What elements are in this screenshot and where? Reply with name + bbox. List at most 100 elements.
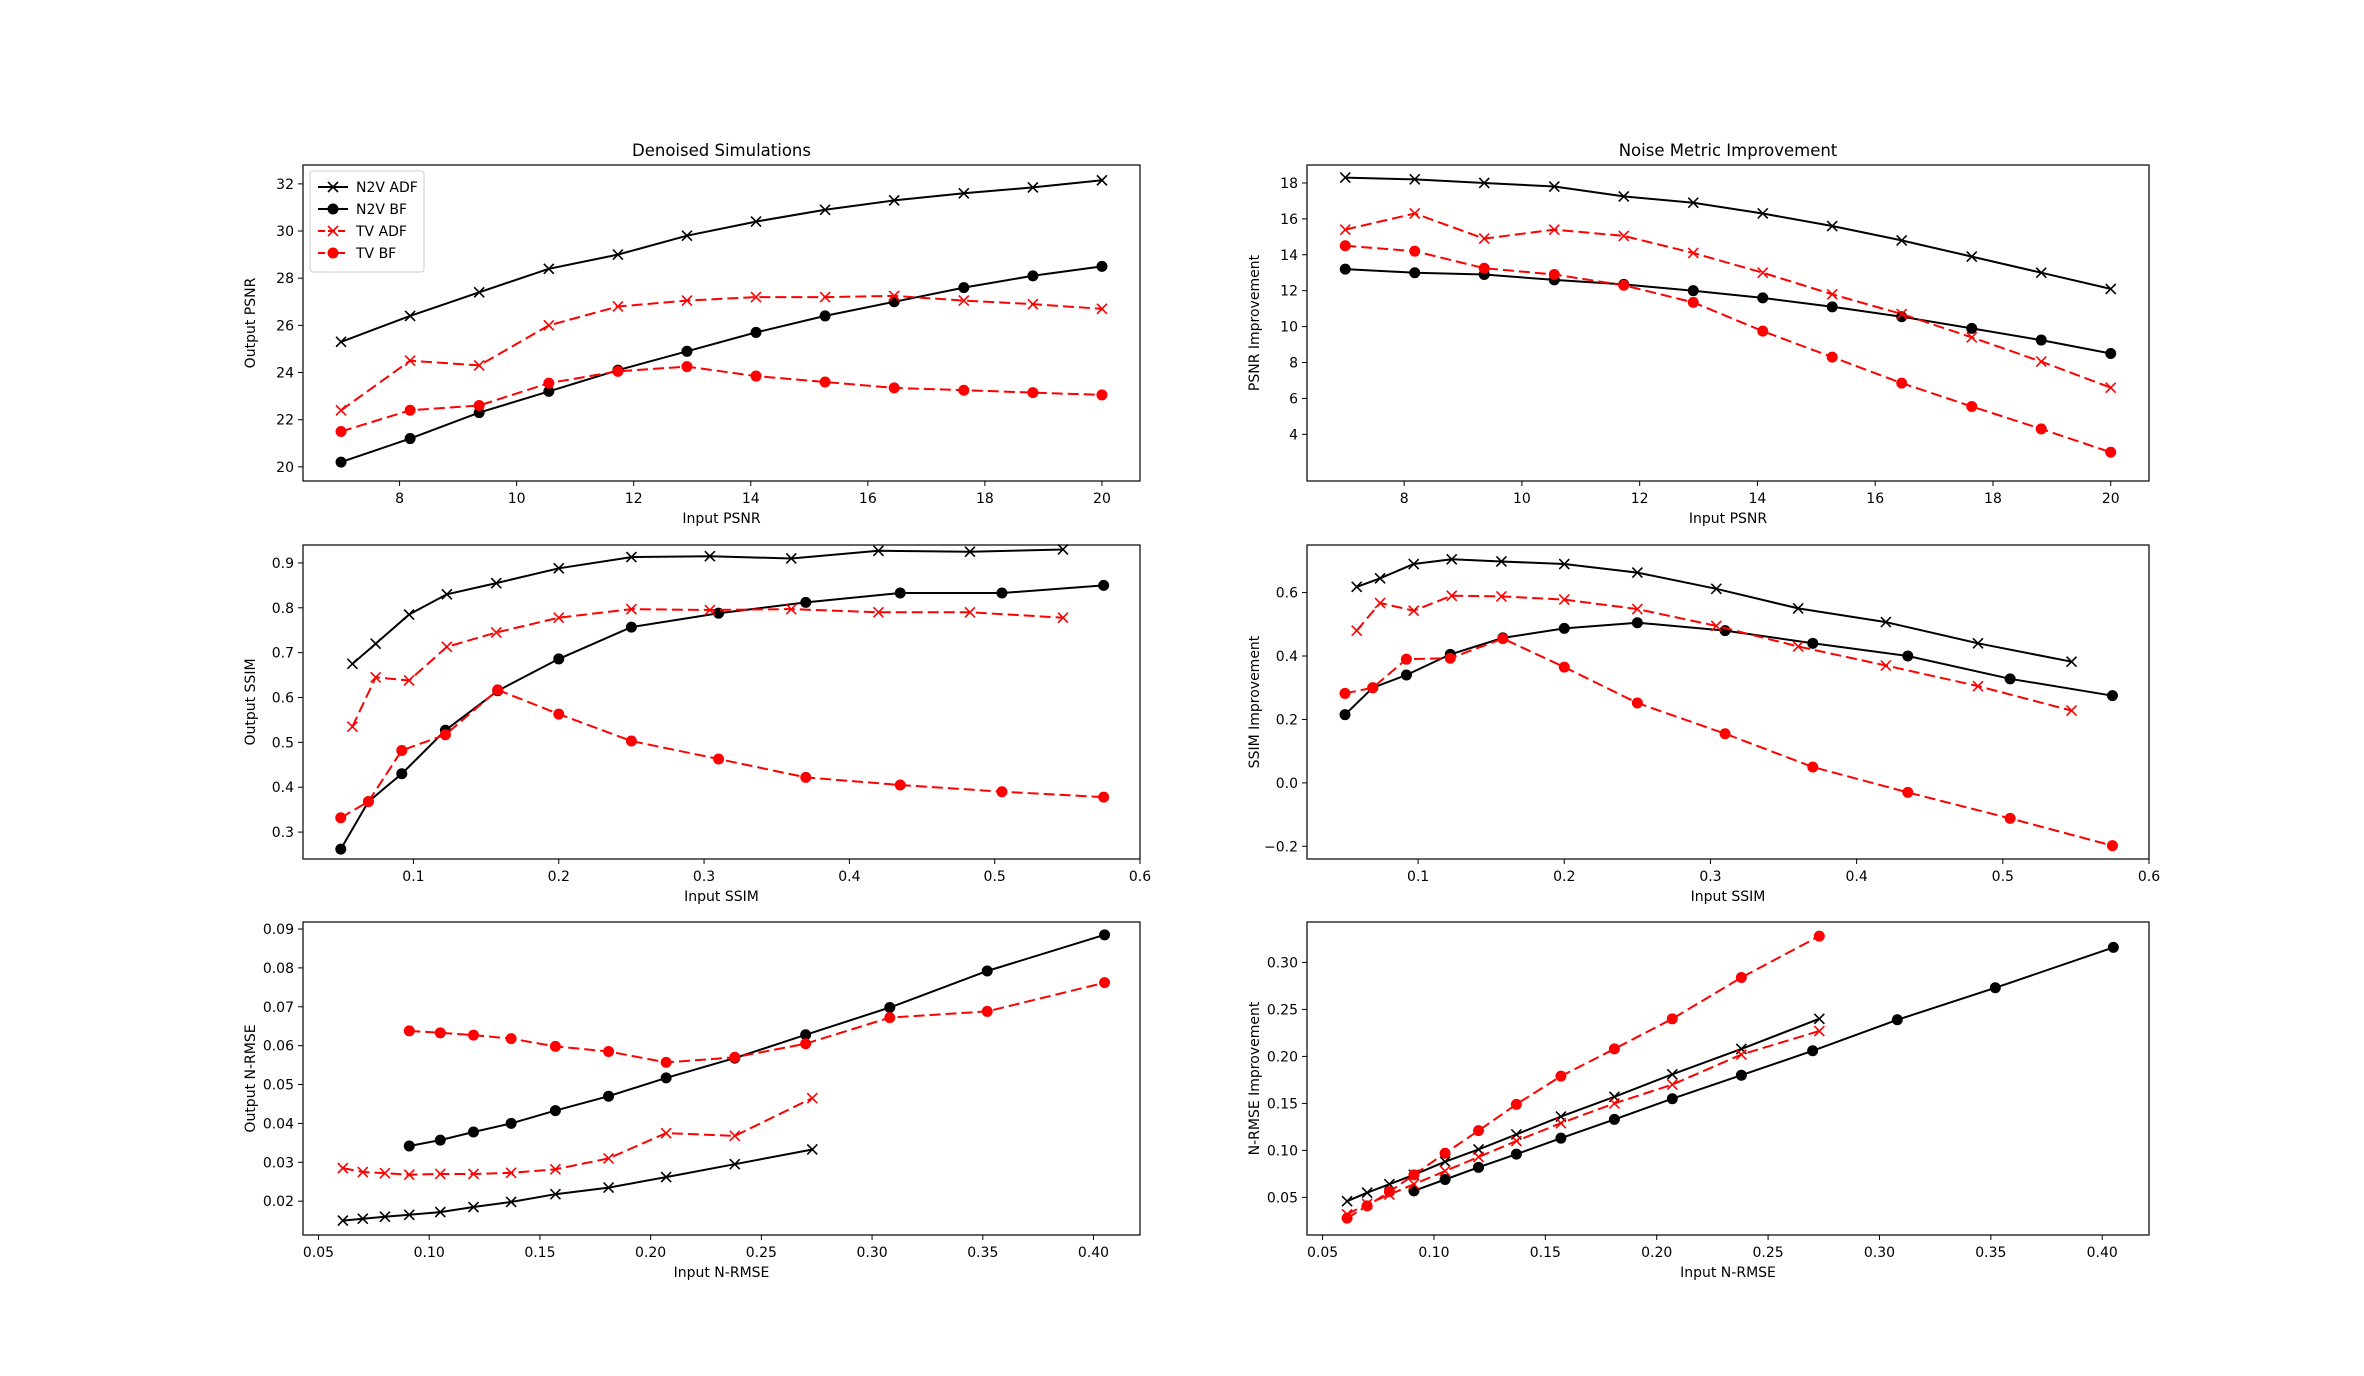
chart-6-xtick-label-3: 0.20 — [1641, 1245, 1672, 1261]
chart-3-series-tv-bf-line — [340, 688, 1104, 819]
chart-2-ytick-label-7: 18 — [1280, 176, 1298, 192]
chart-4-series-tv-bf-line — [1344, 637, 2113, 847]
chart-6-series-n2v-adf-line — [1346, 1017, 1820, 1203]
chart-3-series-n2v-bf-line — [339, 584, 1104, 850]
chart-1-series-n2v-bf-point-10 — [1027, 270, 1039, 282]
chart-5-xtick-label-4: 0.25 — [746, 1245, 777, 1261]
chart-5-series-tv-adf-point-11 — [806, 1092, 818, 1104]
chart-1-series-tv-bf-point-3 — [543, 377, 555, 389]
chart-5-xtick-label-1: 0.10 — [414, 1245, 445, 1261]
chart-3-series-tv-adf-point-11-stroke-b — [1057, 612, 1069, 624]
chart-6-series-tv-adf-point-10-stroke-b — [1735, 1048, 1747, 1061]
chart-3-ytick-label-5: 0.8 — [272, 601, 294, 617]
chart-2-xtick-label-1: 10 — [1513, 491, 1531, 507]
chart-4-ytick-label-3: 0.4 — [1276, 649, 1298, 665]
chart-1: 8 10 12 14 16 18 20 20 22 24 26 28 30 32 Denoised Simu… — [243, 141, 1141, 527]
chart-4-series-n2v-adf-point-3 — [1446, 553, 1458, 565]
chart-5-series-n2v-adf-point-9-stroke-b — [660, 1171, 672, 1183]
chart-2-series-n2v-adf-point-3-stroke-b — [1548, 180, 1560, 193]
chart-1-series-tv-adf-point-6 — [750, 291, 762, 303]
chart-5-series-n2v-adf-point-11-stroke-b — [806, 1143, 818, 1156]
chart-1-series-tv-adf-point-2 — [473, 359, 485, 372]
chart-2-series-tv-adf-point-10-stroke-b — [2035, 356, 2047, 368]
chart-5-xtick-label-5: 0.30 — [856, 1245, 887, 1261]
chart-3-xtick-label-2: 0.3 — [693, 869, 715, 885]
chart-3-series-n2v-adf-point-3 — [441, 588, 453, 600]
chart-3-series-n2v-adf-point-4-stroke-b — [490, 577, 502, 589]
chart-1-series-n2v-bf-point-9 — [958, 282, 970, 294]
chart-5: 0.05 0.10 0.15 0.20 0.25 0.30 0.35 0.40 0.02 0.03… — [243, 921, 1141, 1281]
chart-1-series-tv-adf-point-4-stroke-b — [612, 300, 624, 313]
chart-1-series-tv-adf-point-0 — [335, 404, 347, 416]
chart-2-series-tv-adf-point-0 — [1339, 224, 1351, 236]
chart-6-series-tv-bf-point-5 — [1473, 1125, 1485, 1137]
chart-3-series-tv-adf-point-4-stroke-b — [490, 626, 502, 639]
chart-3: 0.1 0.2 0.3 0.4 0.5 0.6 0.3 0.4 0.5 0.6 0.7 0.8 0.9 I… — [243, 543, 1151, 905]
chart-6-series-tv-adf-point-8 — [1608, 1097, 1620, 1109]
chart-3-series-tv-adf-point-7 — [704, 604, 716, 616]
chart-5-series-n2v-adf-point-3-stroke-b — [403, 1209, 415, 1221]
chart-1-series-n2v-adf-point-9-stroke-b — [958, 187, 970, 199]
chart-3-series-tv-bf-point-9 — [894, 779, 906, 791]
chart-3-series-n2v-bf-point-10 — [996, 587, 1008, 599]
chart-5-series-tv-adf-point-11-stroke-b — [806, 1092, 818, 1104]
chart-6-series-n2v-adf-point-9 — [1666, 1068, 1678, 1080]
chart-1-series-tv-bf-point-9 — [958, 384, 970, 396]
chart-4-series-tv-adf-point-5-stroke-b — [1558, 593, 1570, 606]
chart-3-series-tv-adf-point-8-stroke-b — [785, 603, 797, 615]
chart-2-series-tv-adf-point-6 — [1757, 267, 1769, 279]
chart-3-series-n2v-adf-point-11-stroke-b — [1057, 543, 1069, 556]
chart-2-series-n2v-bf — [1339, 263, 2117, 360]
chart-5-xtick-label-6: 0.35 — [967, 1245, 998, 1261]
chart-4-series-n2v-adf-point-6 — [1631, 567, 1643, 579]
chart-5-series-tv-bf — [403, 977, 1111, 1068]
chart-4-series-tv-bf-point-6 — [1631, 697, 1643, 709]
chart-6-series-tv-bf-point-6 — [1510, 1098, 1522, 1110]
chart-4-series-n2v-adf-point-11 — [2065, 656, 2078, 668]
chart-1-series-tv-adf-point-7-stroke-b — [819, 291, 831, 303]
chart-2-series-n2v-bf-point-5 — [1687, 285, 1699, 297]
chart-2-series-tv-bf-point-10 — [2035, 423, 2047, 435]
chart-3-series-tv-adf-point-11 — [1057, 612, 1069, 624]
chart-6-xtick-label-7: 0.40 — [2087, 1245, 2118, 1261]
chart-1-legend-entry-n2v-bf-label: N2V BF — [356, 202, 407, 218]
chart-1-legend-entry-tv-adf-label: TV ADF — [355, 224, 407, 240]
chart-6-series-tv-bf-point-1 — [1361, 1200, 1373, 1212]
chart-3-series-n2v-bf-point-11 — [1098, 579, 1110, 591]
chart-4-xlabel: Input SSIM — [1691, 889, 1766, 905]
chart-4-series-tv-adf-point-9 — [1880, 659, 1892, 672]
chart-2-series-n2v-adf-point-8 — [1896, 234, 1908, 246]
chart-5-ylabel: Output N-RMSE — [243, 1024, 259, 1132]
chart-4-series-n2v-adf-point-6-stroke-b — [1631, 567, 1643, 579]
chart-2-ytick-label-3: 10 — [1280, 320, 1298, 336]
chart-5-series-n2v-adf-point-6-stroke-b — [505, 1196, 517, 1208]
chart-4-xtick-label-0: 0.1 — [1407, 869, 1429, 885]
chart-5-series-tv-adf-point-6-stroke-b — [505, 1167, 517, 1179]
chart-4-series-tv-adf-point-7 — [1710, 620, 1722, 632]
chart-4-series-n2v-bf-point-8 — [1807, 637, 1819, 649]
chart-5-ytick-label-6: 0.08 — [263, 961, 294, 977]
chart-4-ylabel: SSIM Improvement — [1247, 635, 1263, 768]
chart-3-series-n2v-bf-point-9 — [894, 587, 906, 599]
chart-2-xtick-label-5: 18 — [1984, 491, 2002, 507]
chart-1-ytick-label-4: 28 — [276, 271, 294, 287]
chart-3-series-tv-adf-point-4 — [490, 626, 502, 639]
chart-5-series-tv-adf-point-10-stroke-b — [729, 1130, 741, 1142]
chart-4-series-tv-adf — [1351, 590, 2078, 717]
chart-1-series-tv-adf-point-9-stroke-b — [958, 295, 970, 307]
chart-6-axes-frame — [1306, 921, 2150, 1236]
chart-2-series-tv-adf-point-2-stroke-b — [1478, 233, 1490, 245]
chart-2-ytick-label-6: 16 — [1280, 212, 1298, 228]
chart-4-series-n2v-bf-point-0 — [1339, 709, 1351, 721]
chart-6-xtick-label-2: 0.15 — [1530, 1245, 1561, 1261]
chart-1-series-tv-adf-point-4 — [612, 300, 624, 313]
chart-5-series-tv-adf-point-1 — [357, 1166, 369, 1178]
chart-3-series-n2v-adf-point-1 — [370, 638, 382, 650]
chart-4-xtick-label-5: 0.6 — [2138, 869, 2160, 885]
chart-4-series-n2v-adf-point-8 — [1792, 602, 1804, 615]
chart-2-ytick-label-0: 4 — [1289, 427, 1298, 443]
chart-2-ytick-label-2: 8 — [1289, 356, 1298, 372]
chart-3-series-n2v-adf-point-0-stroke-b — [346, 658, 358, 670]
chart-5-ytick-label-5: 0.07 — [263, 1000, 294, 1016]
chart-4-series-tv-adf-point-2-stroke-b — [1408, 605, 1420, 617]
